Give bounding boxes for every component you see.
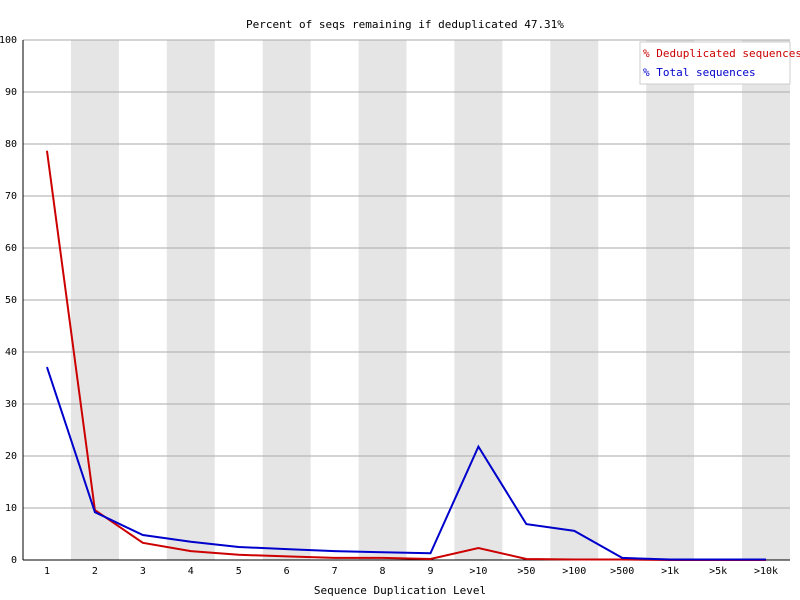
y-tick-label: 40 (5, 347, 17, 358)
x-tick-label: >5k (709, 566, 727, 577)
x-tick-label: 5 (236, 566, 242, 577)
chart-title: Percent of seqs remaining if deduplicate… (246, 18, 564, 31)
x-tick-label: >50 (517, 566, 535, 577)
y-tick-label: 10 (5, 503, 17, 514)
legend-label: % Deduplicated sequences (643, 47, 800, 60)
x-tick-label: >500 (610, 566, 634, 577)
x-tick-label: >10 (469, 566, 487, 577)
series-line (45, 150, 767, 561)
legend-label: % Total sequences (643, 66, 756, 79)
y-tick-label: 0 (11, 555, 17, 566)
x-tick-label: >1k (661, 566, 679, 577)
series-line (46, 366, 767, 561)
x-tick-label: 7 (332, 566, 338, 577)
x-tick-label: 9 (427, 566, 433, 577)
y-tick-label: 70 (5, 191, 17, 202)
y-tick-label: 20 (5, 451, 17, 462)
legend-box (639, 41, 791, 85)
y-tick-label: 60 (5, 243, 17, 254)
y-tick-label: 30 (5, 399, 17, 410)
x-tick-label: 6 (284, 566, 290, 577)
x-tick-label: 8 (380, 566, 386, 577)
x-tick-label: 4 (188, 566, 194, 577)
x-axis-label: Sequence Duplication Level (314, 584, 486, 597)
x-tick-label: >10k (754, 566, 778, 577)
y-tick-label: 80 (5, 139, 17, 150)
x-tick-label: 1 (44, 566, 50, 577)
y-tick-label: 100 (0, 35, 17, 46)
x-tick-label: 2 (92, 566, 98, 577)
x-tick-label: 3 (140, 566, 146, 577)
y-tick-label: 90 (5, 87, 17, 98)
y-tick-label: 50 (5, 295, 17, 306)
x-tick-label: >100 (562, 566, 586, 577)
